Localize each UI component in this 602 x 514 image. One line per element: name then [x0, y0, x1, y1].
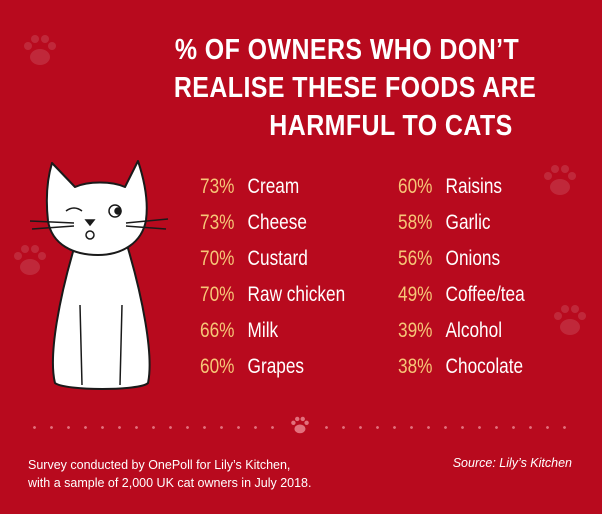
title-line-3: HARMFUL TO CATS: [269, 110, 513, 142]
food: Onions: [445, 247, 501, 270]
percent: 66%: [200, 319, 235, 342]
cat-illustration: [30, 160, 169, 390]
food: Grapes: [247, 355, 305, 378]
percent: 49%: [398, 283, 433, 306]
list-item: 70% Raw chicken: [200, 283, 345, 307]
list-item: 66% Milk: [200, 319, 278, 343]
food: Milk: [247, 319, 279, 342]
survey-note-line-2: with a sample of 2,000 UK cat owners in …: [28, 476, 312, 490]
percent: 56%: [398, 247, 433, 270]
food: Coffee/tea: [445, 283, 525, 306]
survey-note-line-1: Survey conducted by OnePoll for Lily’s K…: [28, 458, 291, 472]
food: Raw chicken: [247, 283, 346, 306]
percent: 70%: [200, 283, 235, 306]
paw-icon: [544, 165, 576, 195]
list-item: 49% Coffee/tea: [398, 283, 525, 307]
paw-icon: [291, 416, 309, 434]
survey-note: Survey conducted by OnePoll for Lily’s K…: [28, 456, 311, 492]
percent: 73%: [200, 211, 235, 234]
food: Chocolate: [445, 355, 524, 378]
paw-icon: [14, 245, 46, 275]
percent: 73%: [200, 175, 235, 198]
dotted-divider: [26, 426, 284, 429]
food: Cream: [247, 175, 300, 198]
title-line-2: REALISE THESE FOODS ARE: [173, 72, 537, 104]
list-item: 73% Cheese: [200, 211, 307, 235]
paw-icon: [24, 35, 56, 65]
list-item: 60% Raisins: [398, 175, 502, 199]
list-item: 70% Custard: [200, 247, 308, 271]
list-item: 38% Chocolate: [398, 355, 523, 379]
list-item: 73% Cream: [200, 175, 299, 199]
dotted-divider: [318, 426, 578, 429]
percent: 60%: [398, 175, 433, 198]
paw-icon: [554, 305, 586, 335]
food: Alcohol: [445, 319, 503, 342]
list-item: 58% Garlic: [398, 211, 491, 235]
percent: 60%: [200, 355, 235, 378]
list-item: 60% Grapes: [200, 355, 304, 379]
percent: 58%: [398, 211, 433, 234]
source-credit: Source: Lily’s Kitchen: [452, 456, 572, 470]
food: Cheese: [247, 211, 307, 234]
percent: 38%: [398, 355, 433, 378]
food: Garlic: [445, 211, 491, 234]
list-item: 39% Alcohol: [398, 319, 502, 343]
title-line-1: % OF OWNERS WHO DON’T: [174, 34, 520, 66]
food: Custard: [247, 247, 308, 270]
list-item: 56% Onions: [398, 247, 500, 271]
food: Raisins: [445, 175, 503, 198]
percent: 39%: [398, 319, 433, 342]
percent: 70%: [200, 247, 235, 270]
